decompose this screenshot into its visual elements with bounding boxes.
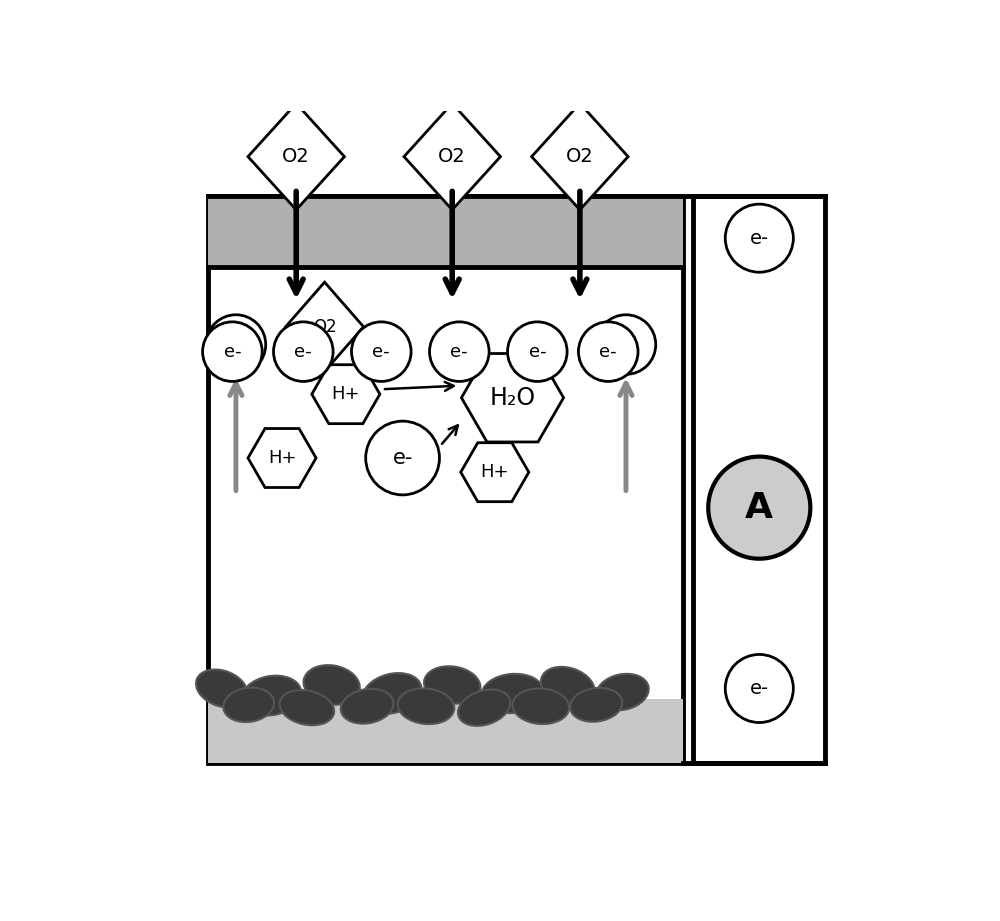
Circle shape — [596, 315, 656, 374]
Ellipse shape — [223, 688, 274, 722]
Bar — [208, 699, 683, 763]
Ellipse shape — [513, 688, 569, 724]
Ellipse shape — [541, 667, 595, 705]
Text: e-: e- — [529, 343, 546, 361]
Circle shape — [578, 321, 638, 381]
Text: H+: H+ — [268, 449, 296, 467]
Text: O2: O2 — [438, 147, 466, 166]
Ellipse shape — [424, 666, 480, 704]
Text: e-: e- — [294, 343, 312, 361]
Polygon shape — [286, 282, 364, 371]
Text: O2: O2 — [313, 318, 336, 336]
Polygon shape — [461, 354, 564, 442]
Text: H₂O: H₂O — [489, 386, 536, 410]
Circle shape — [708, 457, 810, 559]
Text: H+: H+ — [332, 385, 360, 403]
Ellipse shape — [458, 690, 510, 726]
Polygon shape — [404, 103, 500, 210]
Text: e-: e- — [392, 448, 413, 468]
Text: e-: e- — [228, 335, 244, 354]
Bar — [693, 195, 825, 763]
Circle shape — [274, 321, 333, 381]
Circle shape — [725, 204, 793, 273]
Bar — [208, 195, 683, 266]
Circle shape — [206, 315, 266, 374]
Text: A: A — [745, 491, 773, 525]
Text: e-: e- — [750, 228, 769, 248]
Ellipse shape — [596, 674, 649, 710]
Text: H+: H+ — [481, 463, 509, 481]
Text: O2: O2 — [282, 147, 310, 166]
Ellipse shape — [570, 688, 622, 722]
Ellipse shape — [341, 689, 393, 724]
Circle shape — [366, 421, 439, 495]
Polygon shape — [461, 443, 529, 502]
Ellipse shape — [304, 665, 360, 705]
Polygon shape — [312, 365, 380, 424]
Ellipse shape — [196, 670, 247, 707]
Circle shape — [430, 321, 489, 381]
Circle shape — [725, 655, 793, 723]
Text: e-: e- — [224, 343, 241, 361]
Text: e-: e- — [599, 343, 617, 361]
Circle shape — [508, 321, 567, 381]
Text: O2: O2 — [566, 147, 594, 166]
Text: e-: e- — [750, 679, 769, 698]
Text: e-: e- — [618, 335, 634, 354]
Ellipse shape — [398, 688, 454, 724]
Ellipse shape — [362, 673, 421, 714]
Polygon shape — [248, 428, 316, 487]
Text: e-: e- — [372, 343, 390, 361]
Ellipse shape — [242, 676, 301, 716]
Polygon shape — [532, 103, 628, 210]
Polygon shape — [248, 103, 344, 210]
Ellipse shape — [280, 690, 334, 725]
Circle shape — [352, 321, 411, 381]
Circle shape — [203, 321, 262, 381]
Ellipse shape — [481, 674, 544, 713]
Text: e-: e- — [450, 343, 468, 361]
Bar — [208, 195, 683, 763]
